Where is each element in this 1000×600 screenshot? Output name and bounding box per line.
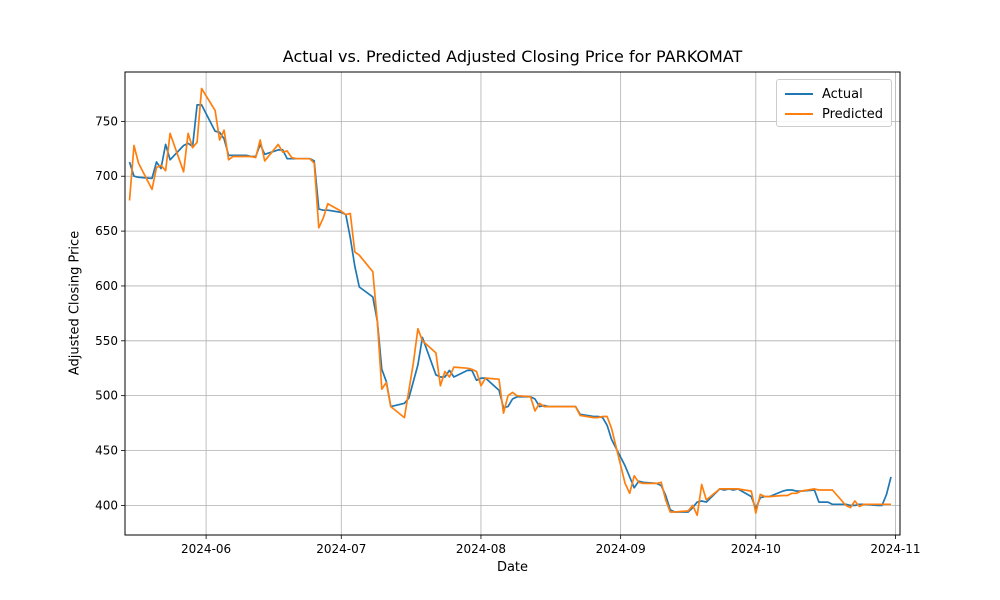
axis-ticks: 2024-06 2024-07 2024-08 2024-09 2024-10 2024-… <box>95 114 920 556</box>
legend-swatch-actual <box>784 93 813 95</box>
series-line-actual <box>128 104 892 513</box>
x-axis-label: Date <box>496 560 529 575</box>
x-tick-label: 2024-06 <box>181 542 231 556</box>
x-tick-label: 2024-07 <box>316 542 366 556</box>
legend-entry-predicted: Predicted <box>784 104 883 124</box>
y-tick-label: 600 <box>95 279 118 293</box>
y-tick-label: 550 <box>95 334 118 348</box>
y-axis-label: Adjusted Closing Price <box>67 230 83 376</box>
legend-entry-actual: Actual <box>784 84 883 104</box>
grid-lines <box>125 72 900 535</box>
y-tick-label: 500 <box>95 389 118 403</box>
legend: Actual Predicted <box>775 79 892 127</box>
series-lines <box>128 87 892 517</box>
legend-swatch-predicted <box>784 113 813 115</box>
axes-frame <box>124 71 901 536</box>
y-tick-label: 400 <box>95 498 118 512</box>
y-tick-label: 650 <box>95 224 118 238</box>
legend-label-actual: Actual <box>821 86 863 102</box>
series-line-predicted <box>128 87 891 517</box>
y-tick-label: 700 <box>95 169 118 183</box>
legend-label-predicted: Predicted <box>821 106 883 122</box>
y-tick-label: 750 <box>95 114 118 128</box>
chart-title: Actual vs. Predicted Adjusted Closing Pr… <box>282 47 743 66</box>
y-tick-label: 450 <box>95 444 118 458</box>
x-tick-label: 2024-08 <box>456 542 506 556</box>
x-tick-label: 2024-09 <box>596 542 646 556</box>
x-tick-label: 2024-11 <box>870 542 920 556</box>
x-tick-label: 2024-10 <box>731 542 781 556</box>
